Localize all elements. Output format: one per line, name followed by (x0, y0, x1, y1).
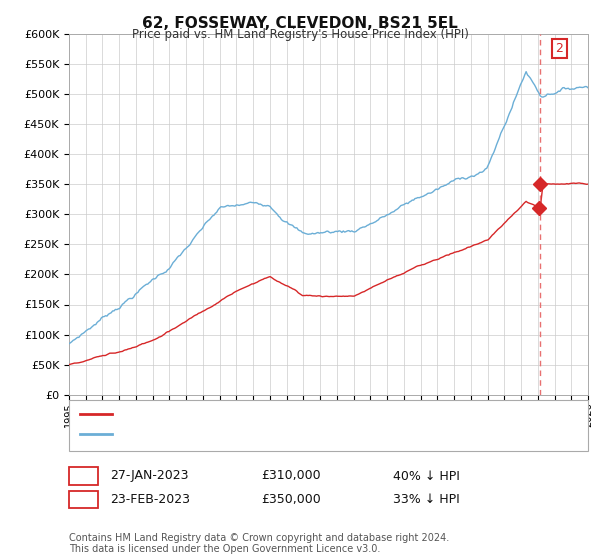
Text: Price paid vs. HM Land Registry's House Price Index (HPI): Price paid vs. HM Land Registry's House … (131, 28, 469, 41)
Text: £350,000: £350,000 (261, 493, 321, 506)
Text: 1: 1 (79, 469, 88, 483)
Text: 2: 2 (556, 42, 563, 55)
Text: 33% ↓ HPI: 33% ↓ HPI (393, 493, 460, 506)
Text: 62, FOSSEWAY, CLEVEDON, BS21 5EL: 62, FOSSEWAY, CLEVEDON, BS21 5EL (142, 16, 458, 31)
Text: 27-JAN-2023: 27-JAN-2023 (110, 469, 188, 483)
Text: HPI: Average price, detached house, North Somerset: HPI: Average price, detached house, Nort… (121, 429, 410, 439)
Text: 62, FOSSEWAY, CLEVEDON, BS21 5EL (detached house): 62, FOSSEWAY, CLEVEDON, BS21 5EL (detach… (121, 409, 426, 419)
Text: 40% ↓ HPI: 40% ↓ HPI (393, 469, 460, 483)
Text: 23-FEB-2023: 23-FEB-2023 (110, 493, 190, 506)
Text: 2: 2 (79, 493, 88, 506)
Text: Contains HM Land Registry data © Crown copyright and database right 2024.
This d: Contains HM Land Registry data © Crown c… (69, 533, 449, 554)
Text: £310,000: £310,000 (261, 469, 320, 483)
